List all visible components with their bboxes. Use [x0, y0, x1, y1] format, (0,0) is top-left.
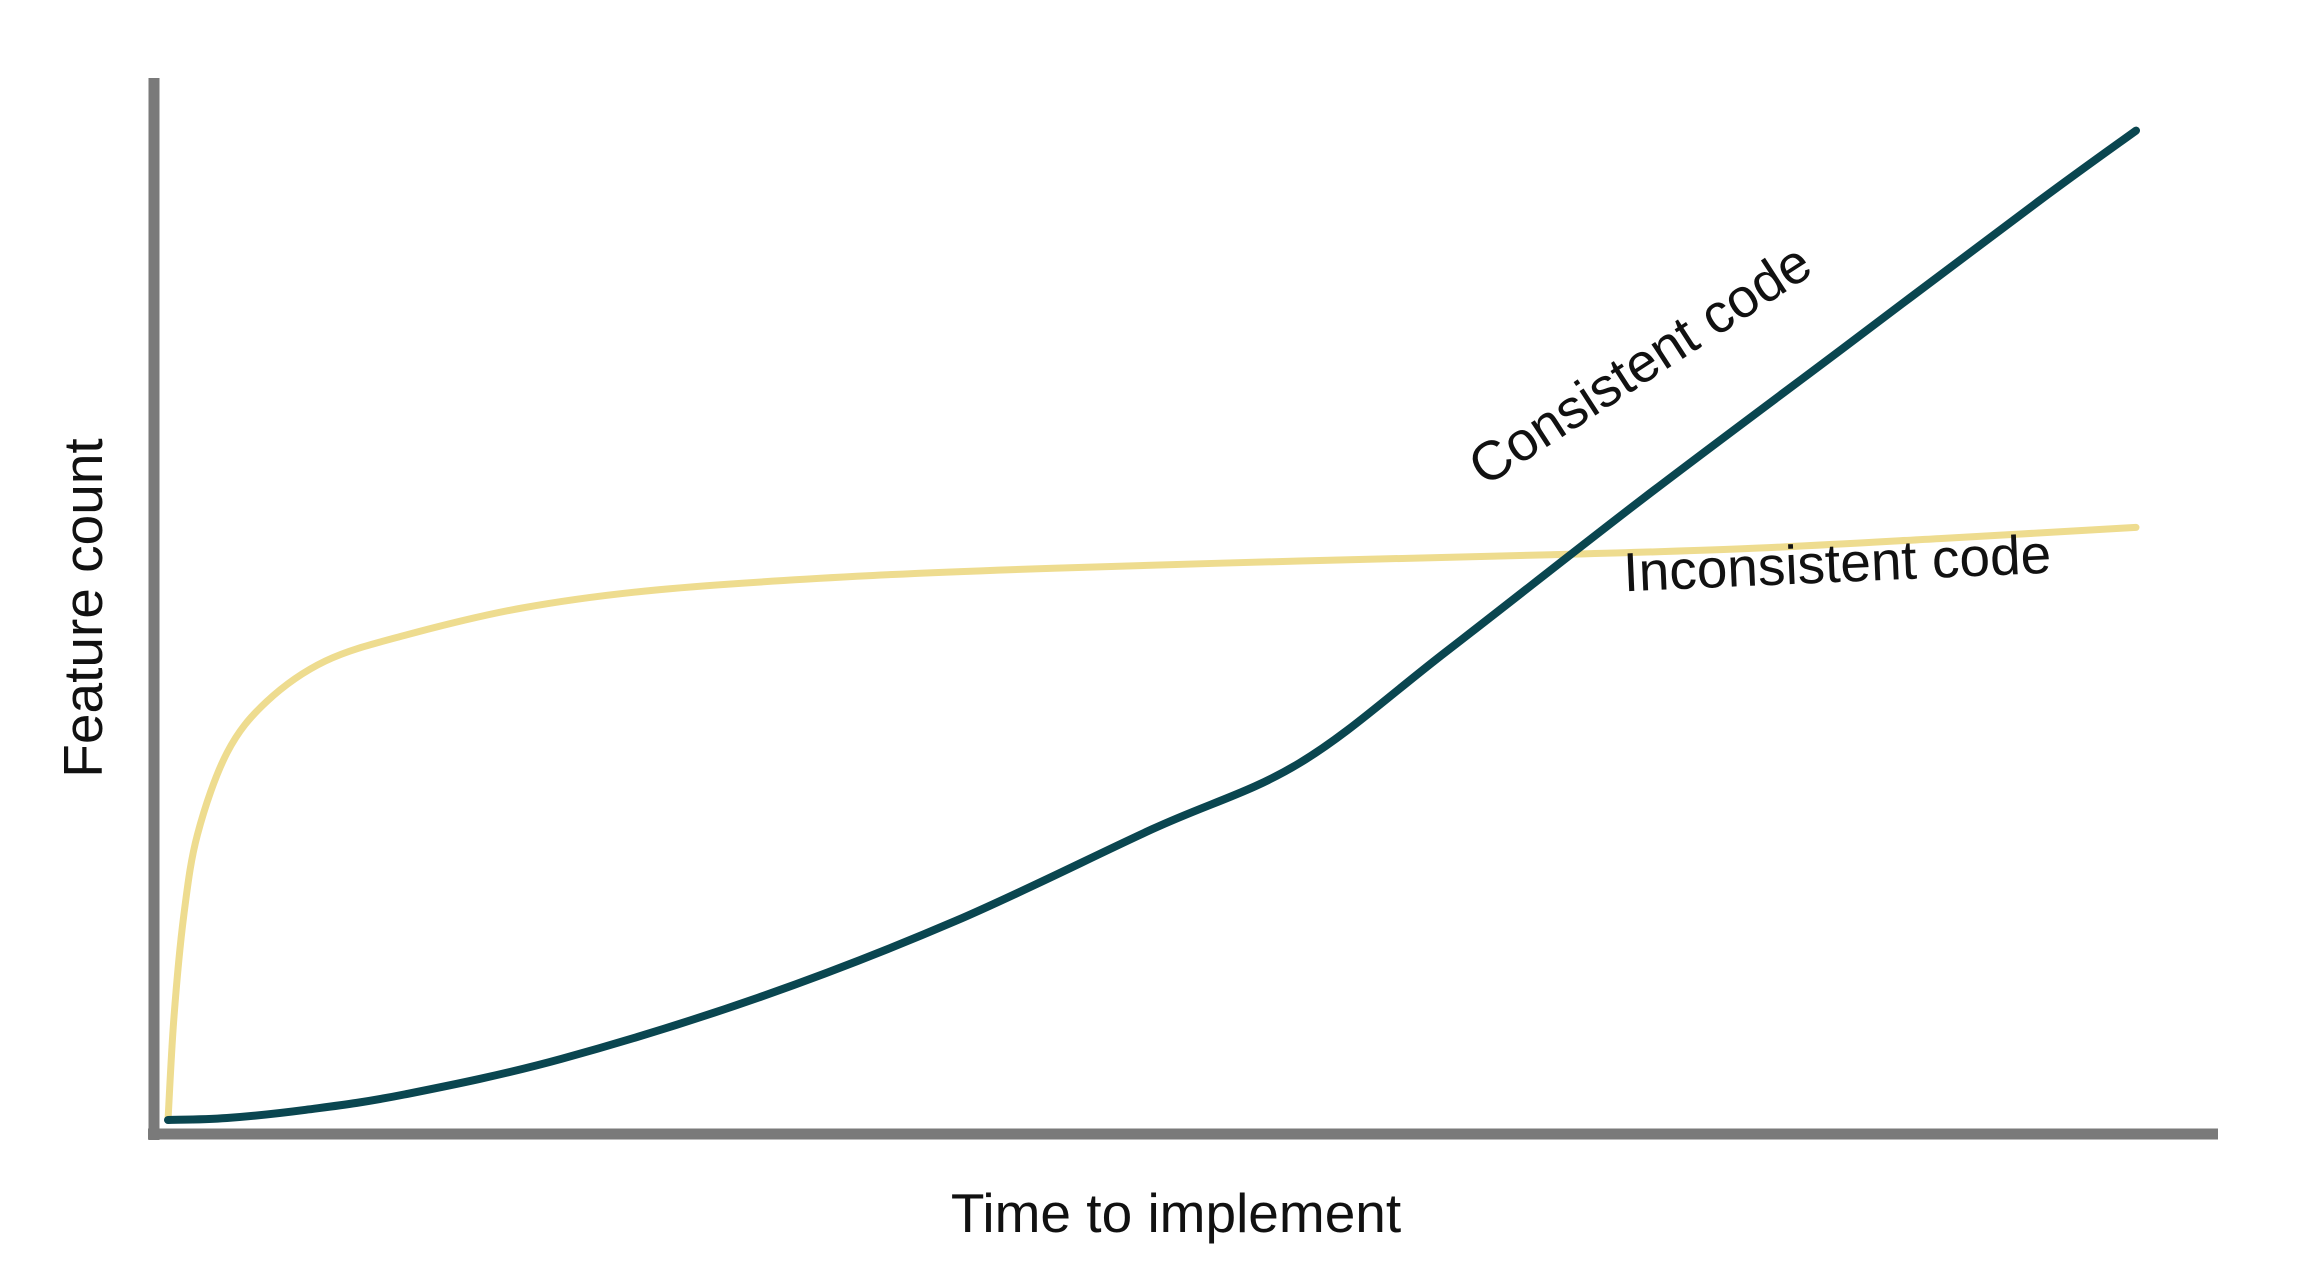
x-axis-label: Time to implement	[951, 1182, 1401, 1244]
plot-area	[148, 78, 2218, 1140]
y-axis-label: Feature count	[52, 438, 114, 777]
series-label-inconsistent-code: Inconsistent code	[1622, 523, 2052, 604]
series-label-consistent-code: Consistent code	[1457, 231, 1822, 498]
series-line-consistent-code	[164, 126, 2140, 1124]
series-layer	[164, 126, 2140, 1124]
series-line-inconsistent-code	[164, 523, 2140, 1124]
